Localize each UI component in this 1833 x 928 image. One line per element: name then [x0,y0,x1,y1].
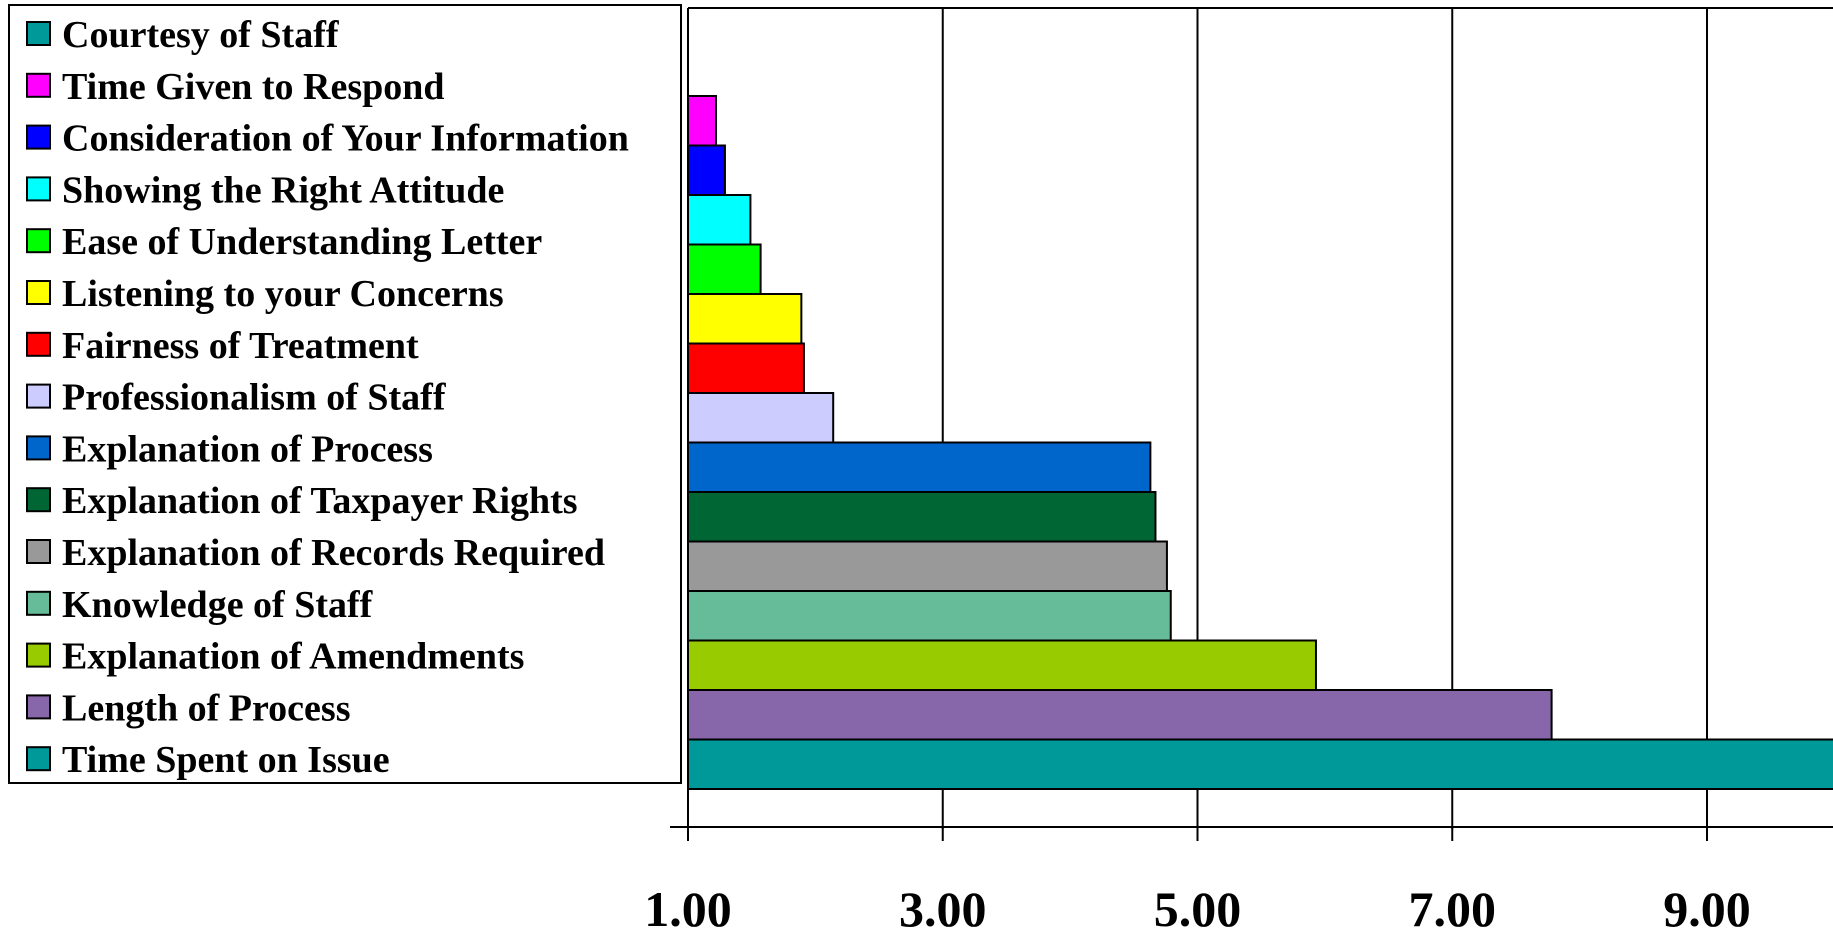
legend-label: Length of Process [62,687,351,729]
bar [687,491,1157,543]
legend-label: Ease of Understanding Letter [62,221,542,263]
bars [687,95,1833,790]
legend-label: Fairness of Treatment [62,325,419,367]
x-tick-label: 5.00 [1154,881,1242,928]
x-axis: 1.00 3.00 5.00 7.00 9.00 [644,826,1833,928]
legend-swatch [26,487,51,513]
legend-label: Explanation of Taxpayer Rights [62,480,578,522]
legend-box [8,4,682,784]
legend-label: Courtesy of Staff [62,14,340,56]
bar [687,590,1172,642]
legend-swatch [26,435,51,461]
legend-swatch [26,21,51,46]
legend-label: Explanation of Process [62,428,433,470]
bar [687,342,805,394]
legend-label: Explanation of Records Required [62,532,605,574]
legend-swatch [26,228,51,254]
legend-label: Time Spent on Issue [62,739,390,781]
legend-swatch [26,72,51,98]
legend-label: Professionalism of Staff [62,377,447,419]
legend-label: Knowledge of Staff [62,584,374,626]
legend-swatch [26,383,51,409]
bar [687,441,1152,493]
bar [687,738,1833,790]
legend-swatch [26,539,51,564]
x-tick-label: 9.00 [1663,881,1751,928]
legend-swatch [26,694,51,720]
bar [687,95,718,147]
legend-label: Listening to your Concerns [62,273,504,315]
bar [687,194,752,246]
legend-swatch [26,124,51,150]
bar [687,639,1317,691]
legend-label: Explanation of Amendments [62,636,524,678]
bar [687,144,726,196]
bar [687,540,1168,592]
legend-swatch [26,280,51,305]
legend-label: Time Given to Respond [62,66,445,108]
legend-swatch [26,746,51,772]
legend-swatch [26,590,51,616]
x-tick-label: 3.00 [899,881,987,928]
legend-label: Showing the Right Attitude [62,169,504,211]
x-tick-label: 7.00 [1409,881,1497,928]
legend-swatch [26,331,51,357]
legend-swatch [26,642,51,668]
legend: Courtesy of Staff Time Given to Respond Co… [8,4,682,784]
x-tick-label: 1.00 [644,881,732,928]
legend-label: Consideration of Your Information [62,118,629,160]
bar [687,293,803,345]
legend-swatch [26,176,51,202]
bar [687,243,762,295]
bar [687,689,1553,741]
bar [687,392,835,444]
